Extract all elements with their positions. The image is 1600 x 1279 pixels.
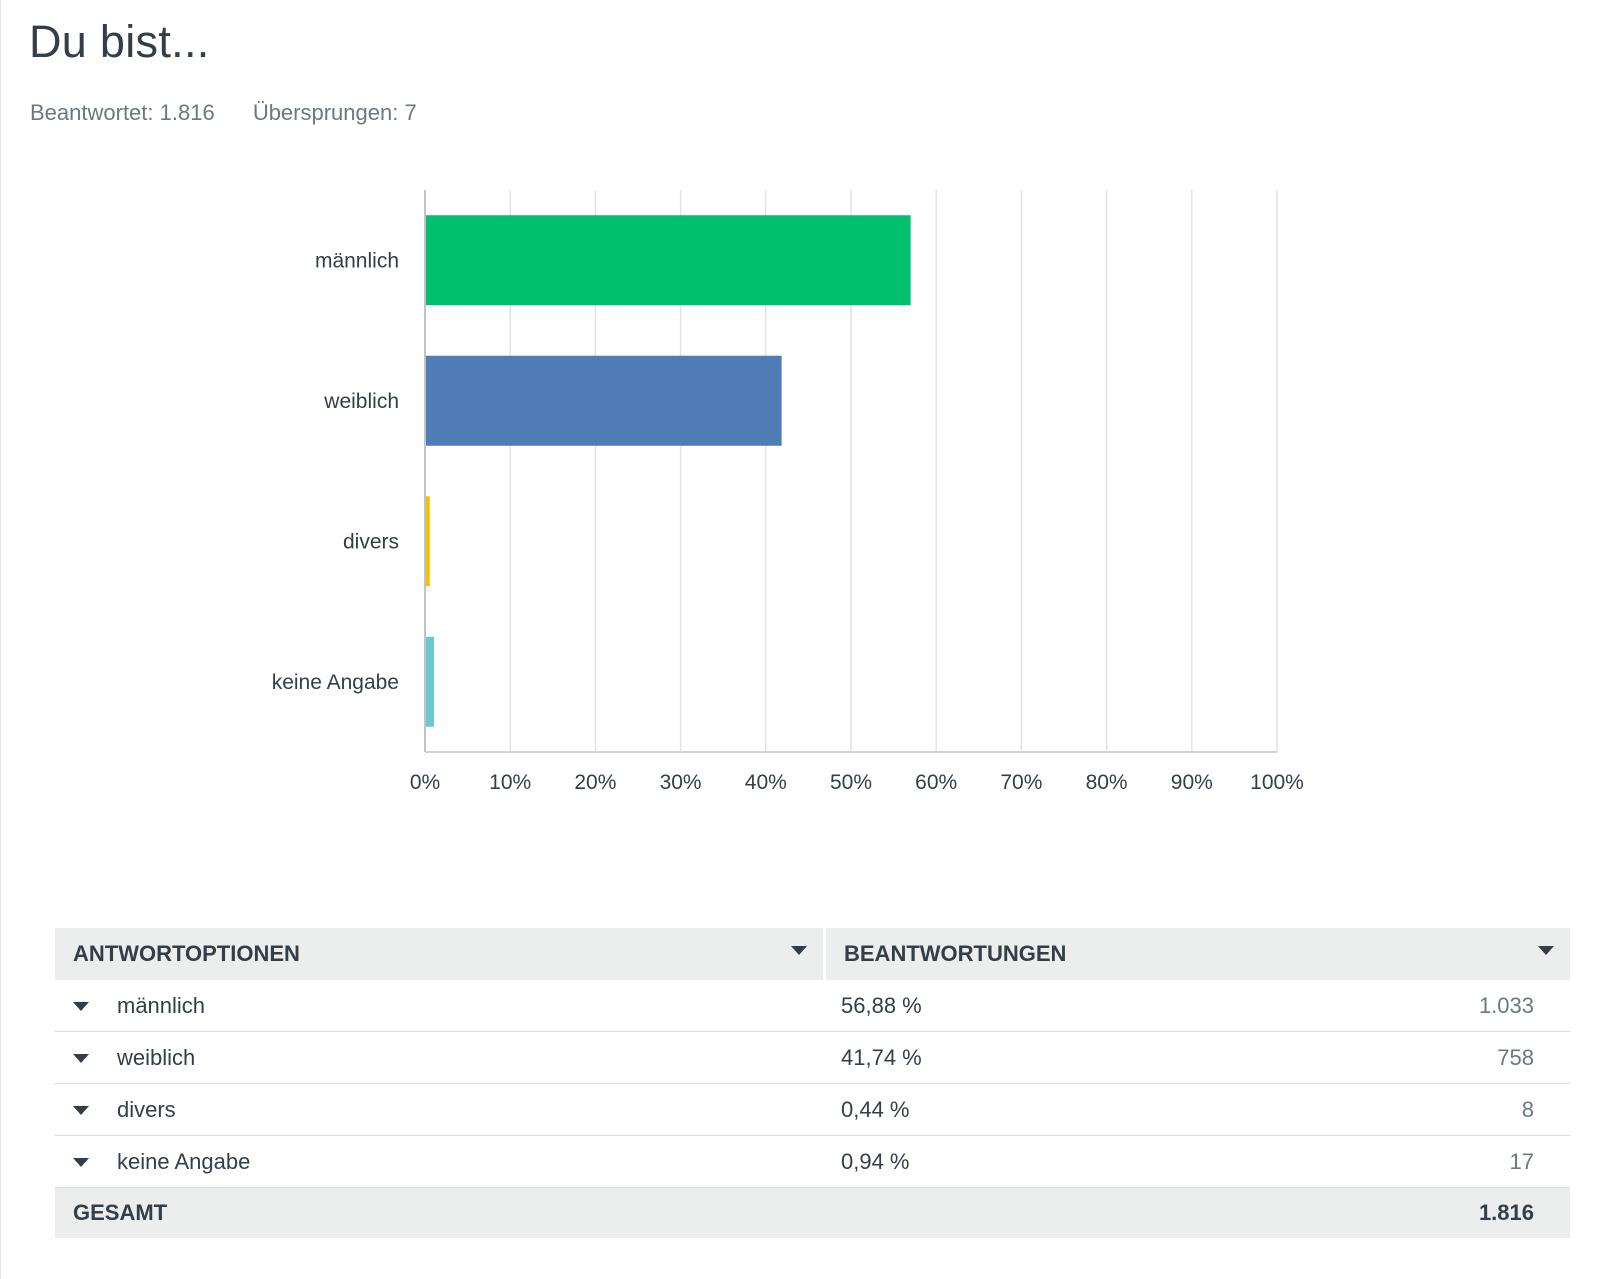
bar-2	[426, 496, 430, 587]
x-tick-label: 70%	[1000, 771, 1042, 794]
table-row: divers 0,44 % 8	[55, 1084, 1570, 1136]
bar-3	[426, 636, 435, 727]
question-title: Du bist...	[29, 16, 210, 67]
x-tick-label: 60%	[915, 771, 957, 794]
row-percent: 0,44 %	[841, 1096, 910, 1122]
total-row: GESAMT 1.816	[55, 1188, 1570, 1238]
header-responses[interactable]: BEANTWORTUNGEN	[823, 928, 1570, 980]
row-label: keine Angabe	[117, 1148, 251, 1174]
expand-caret-icon[interactable]	[73, 1158, 89, 1167]
row-label: weiblich	[117, 1044, 196, 1070]
table-row: männlich 56,88 % 1.033	[55, 980, 1570, 1032]
x-tick-label: 10%	[489, 771, 531, 794]
skipped-count: Übersprungen: 7	[252, 100, 417, 125]
sort-responses-icon[interactable]	[1538, 946, 1554, 955]
row-count: 758	[1497, 1044, 1534, 1070]
row-percent: 56,88 %	[841, 992, 922, 1018]
x-tick-label: 100%	[1250, 771, 1304, 794]
category-label: divers	[343, 530, 399, 553]
answered-count: Beantwortet: 1.816	[30, 100, 215, 125]
x-tick-label: 40%	[745, 771, 787, 794]
category-label: männlich	[315, 249, 399, 272]
expand-caret-icon[interactable]	[73, 1054, 89, 1063]
table-row: keine Angabe 0,94 % 17	[55, 1136, 1570, 1188]
x-tick-label: 80%	[1086, 771, 1128, 794]
bar-1	[426, 355, 782, 446]
expand-caret-icon[interactable]	[73, 1002, 89, 1011]
x-tick-label: 50%	[830, 771, 872, 794]
x-tick-label: 0%	[410, 771, 440, 794]
table-header: ANTWORTOPTIONEN BEANTWORTUNGEN	[55, 928, 1570, 980]
left-border	[0, 0, 1, 1279]
expand-caret-icon[interactable]	[73, 1106, 89, 1115]
bar-0	[426, 215, 911, 306]
row-label: männlich	[117, 992, 206, 1018]
x-tick-label: 90%	[1171, 771, 1213, 794]
row-count: 8	[1521, 1096, 1534, 1122]
header-responses-label: BEANTWORTUNGEN	[844, 941, 1067, 966]
category-label: weiblich	[323, 390, 399, 413]
total-label: GESAMT	[73, 1200, 168, 1225]
row-count: 1.033	[1478, 992, 1534, 1018]
header-answer-options[interactable]: ANTWORTOPTIONEN	[55, 928, 823, 980]
row-count: 17	[1509, 1148, 1534, 1174]
row-percent: 41,74 %	[841, 1044, 922, 1070]
x-tick-label: 30%	[660, 771, 702, 794]
responses-table: ANTWORTOPTIONEN BEANTWORTUNGEN männlich …	[55, 928, 1570, 1238]
category-label: keine Angabe	[272, 671, 399, 694]
bar-chart: 0% 10% 20% 30% 40% 50% 60% 70% 80% 90% 100% männlic…	[272, 190, 1304, 794]
x-tick-label: 20%	[574, 771, 616, 794]
table-row: weiblich 41,74 % 758	[55, 1032, 1570, 1084]
row-percent: 0,94 %	[841, 1148, 910, 1174]
header-answer-options-label: ANTWORTOPTIONEN	[73, 941, 300, 966]
row-label: divers	[117, 1096, 176, 1122]
response-stats: Beantwortet: 1.816 Übersprungen: 7	[30, 100, 449, 126]
sort-answer-options-icon[interactable]	[791, 946, 807, 955]
total-value: 1.816	[1478, 1200, 1534, 1225]
